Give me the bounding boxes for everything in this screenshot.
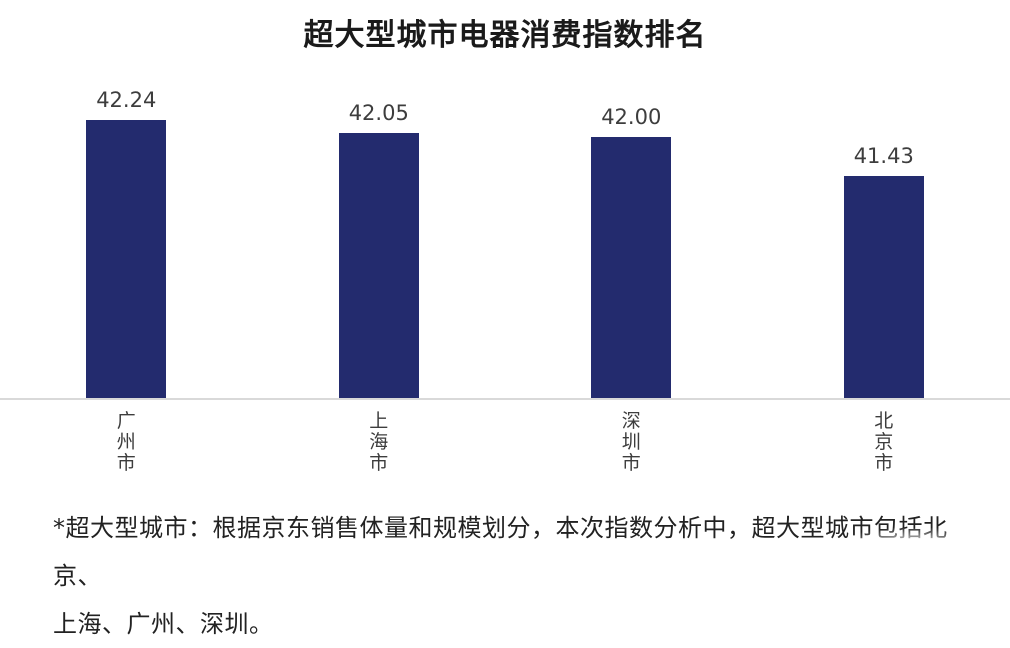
category-column: 上海市 — [253, 411, 506, 474]
bar-value-label: 42.24 — [96, 87, 156, 113]
bars-row: 42.24 42.05 42.00 41.43 — [0, 54, 1010, 398]
category-label: 深圳市 — [620, 411, 642, 474]
category-label: 北京市 — [873, 411, 895, 474]
chart-footnote: *超大型城市：根据京东销售体量和规模划分，本次指数分析中，超大型城市包括北京、 … — [53, 504, 983, 648]
bar-column: 42.24 — [0, 87, 253, 398]
bar — [844, 176, 924, 398]
bar-value-label: 41.43 — [854, 143, 914, 169]
bar-column: 42.05 — [253, 100, 506, 398]
bar — [86, 120, 166, 398]
bar — [339, 133, 419, 398]
bar-column: 42.00 — [505, 104, 758, 398]
category-column: 广州市 — [0, 411, 253, 474]
chart-title: 超大型城市电器消费指数排名 — [0, 18, 1010, 54]
bar-value-label: 42.00 — [601, 104, 661, 130]
x-axis-line — [0, 398, 1010, 400]
category-column: 北京市 — [758, 411, 1010, 474]
category-label: 广州市 — [115, 411, 137, 474]
footnote-line-2: 上海、广州、深圳。 — [53, 610, 274, 638]
category-label: 上海市 — [368, 411, 390, 474]
bar-chart-plot-area: 42.24 42.05 42.00 41.43 — [0, 54, 1010, 398]
bar-column: 41.43 — [758, 143, 1010, 398]
category-labels-row: 广州市 上海市 深圳市 北京市 — [0, 411, 1010, 474]
footnote-line-1: *超大型城市：根据京东销售体量和规模划分，本次指数分析中，超大型城市包括北京、 — [53, 514, 948, 590]
bar — [591, 137, 671, 398]
category-column: 深圳市 — [505, 411, 758, 474]
bar-value-label: 42.05 — [349, 100, 409, 126]
